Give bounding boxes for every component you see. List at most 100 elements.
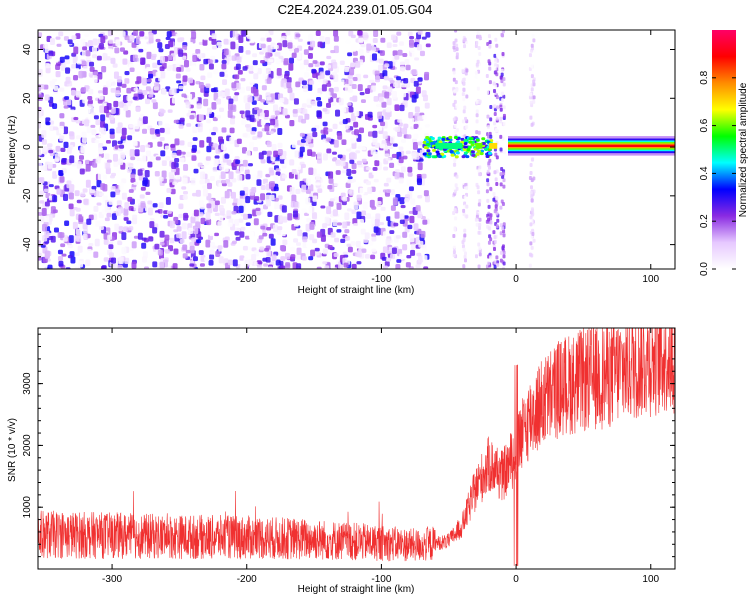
heatmap-cell — [373, 151, 379, 160]
heatmap-cell — [102, 183, 108, 192]
heatmap-cell — [235, 236, 241, 241]
heatmap-cell — [452, 45, 456, 50]
heatmap-cell — [492, 81, 496, 86]
heatmap-cell — [187, 141, 193, 147]
heatmap-cell — [44, 63, 50, 69]
heatmap-cell — [493, 70, 497, 75]
heatmap-cell — [414, 106, 420, 113]
heatmap-cell — [211, 131, 217, 136]
heatmap-cell — [163, 101, 169, 108]
heatmap-cell — [50, 136, 56, 141]
heatmap-cell — [253, 88, 259, 97]
heatmap-cell — [277, 127, 283, 135]
heatmap-cell — [174, 158, 180, 163]
heatmap-cell — [271, 254, 277, 262]
heatmap-cell — [113, 100, 119, 108]
heatmap-cell — [59, 56, 65, 63]
heatmap-cell — [146, 66, 152, 72]
heatmap-cell — [207, 207, 213, 214]
heatmap-cell — [465, 125, 469, 130]
heatmap-cell — [249, 79, 255, 83]
heatmap-cell — [463, 233, 467, 238]
heatmap-cell — [276, 67, 282, 76]
heatmap-cell — [485, 189, 489, 194]
heatmap-cell — [44, 94, 50, 101]
heatmap-cell — [130, 177, 136, 183]
heatmap-cell — [293, 98, 299, 105]
heatmap-cell — [356, 194, 362, 201]
heatmap-cell — [141, 256, 147, 263]
heatmap-cell — [331, 151, 337, 155]
heatmap-cell — [68, 131, 74, 137]
heatmap-cell — [315, 30, 321, 37]
heatmap-cell — [280, 256, 286, 262]
heatmap-cell — [69, 109, 75, 118]
heatmap-cell — [347, 176, 353, 180]
heatmap-cell — [350, 62, 356, 68]
heatmap-cell — [102, 87, 108, 96]
heatmap-cell — [309, 234, 315, 241]
heatmap-cell — [394, 54, 400, 60]
heatmap-cell — [89, 61, 95, 67]
heatmap-cell — [197, 162, 203, 167]
heatmap-cell — [369, 199, 375, 208]
heatmap-cell — [364, 232, 370, 240]
heatmap-cell — [344, 66, 350, 73]
heatmap-cell — [289, 57, 295, 64]
heatmap-cell — [502, 222, 506, 227]
heatmap-cell — [193, 168, 199, 174]
heatmap-cell — [171, 162, 177, 170]
heatmap-cell — [58, 31, 64, 37]
heatmap-cell — [94, 190, 100, 197]
heatmap-cell — [415, 86, 421, 94]
heatmap-cell — [64, 220, 70, 226]
heatmap-cell — [140, 201, 146, 209]
heatmap-cell — [351, 209, 357, 214]
heatmap-cell — [200, 217, 206, 225]
heatmap-cell — [363, 34, 369, 39]
heatmap-cell — [319, 71, 325, 79]
heatmap-cell — [260, 184, 266, 191]
heatmap-cell — [132, 217, 138, 225]
heatmap-cell — [346, 102, 352, 106]
heatmap-cell — [62, 236, 68, 242]
heatmap-cell — [182, 190, 188, 195]
heatmap-cell — [174, 138, 180, 146]
heatmap-cell — [53, 85, 59, 91]
heatmap-cell — [136, 198, 142, 204]
heatmap-cell — [220, 179, 226, 184]
heatmap-cell — [277, 148, 283, 156]
heatmap-cell — [38, 250, 43, 258]
heatmap-cell — [65, 67, 71, 74]
heatmap-cell — [249, 35, 255, 44]
heatmap-cell — [529, 215, 533, 220]
heatmap-cell — [165, 196, 171, 205]
heatmap-cell — [453, 136, 458, 140]
heatmap-cell — [502, 94, 506, 99]
heatmap-cell — [296, 247, 302, 255]
heatmap-cell — [422, 255, 428, 261]
heatmap-cell — [349, 68, 355, 76]
heatmap-cell — [376, 101, 382, 109]
heatmap-cell — [417, 116, 423, 121]
heatmap-cell — [499, 205, 503, 210]
heatmap-cell — [209, 229, 215, 237]
heatmap-cell — [270, 115, 276, 120]
heatmap-cell — [47, 161, 53, 169]
heatmap-cell — [247, 163, 253, 167]
heatmap-cell — [295, 33, 301, 38]
heatmap-cell — [321, 84, 327, 92]
heatmap-cell — [81, 131, 87, 138]
heatmap-cell — [375, 213, 381, 220]
heatmap-cell — [463, 141, 468, 145]
heatmap-cell — [501, 51, 505, 56]
heatmap-cell — [113, 160, 119, 167]
heatmap-cell — [499, 223, 503, 228]
heatmap-cell — [219, 71, 225, 77]
heatmap-cell — [159, 66, 165, 72]
heatmap-cell — [427, 152, 432, 156]
heatmap-cell — [239, 190, 245, 196]
heatmap-cell — [328, 171, 334, 180]
heatmap-cell — [155, 38, 161, 43]
